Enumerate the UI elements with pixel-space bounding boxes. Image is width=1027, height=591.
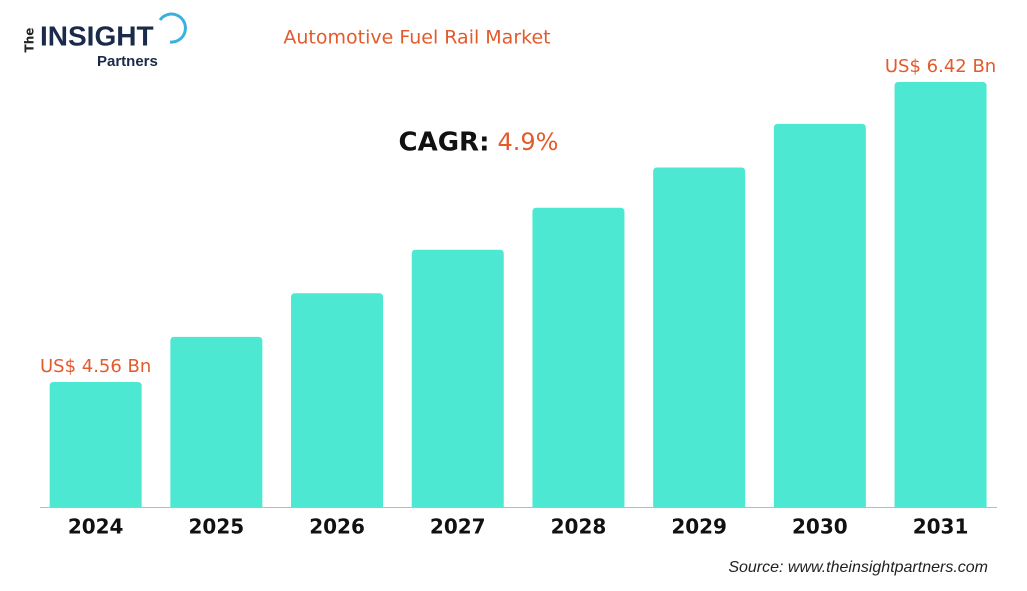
value-label: US$ 6.42 Bn (885, 56, 996, 77)
x-tick-label: 2027 (430, 515, 486, 539)
logo-insight: INSIGHT (40, 20, 154, 51)
logo-partners: Partners (97, 53, 158, 70)
logo-the: The (23, 28, 37, 53)
bar (411, 249, 504, 507)
chart-title: Automotive Fuel Rail Market (283, 27, 550, 49)
bar (894, 82, 987, 507)
value-label: US$ 4.56 Bn (40, 356, 151, 377)
bar (170, 336, 263, 507)
logo-arc (158, 12, 187, 44)
x-tick-label: 2031 (913, 515, 969, 539)
cagr-label: CAGR: (399, 128, 490, 158)
bar (49, 382, 142, 507)
x-tick-label: 2029 (671, 515, 727, 539)
bar (532, 207, 625, 507)
x-tick-label: 2028 (551, 515, 607, 539)
x-tick-label: 2025 (189, 515, 245, 539)
logo: The INSIGHT Partners (23, 12, 187, 70)
x-tick-label: 2026 (309, 515, 365, 539)
bar (653, 167, 746, 507)
bar (291, 293, 384, 507)
source: Source: www.theinsightpartners.com (728, 559, 988, 576)
cagr-value: 4.9% (498, 128, 559, 156)
bar (773, 123, 866, 507)
x-tick-label: 2024 (68, 515, 124, 539)
x-tick-label: 2030 (792, 515, 848, 539)
